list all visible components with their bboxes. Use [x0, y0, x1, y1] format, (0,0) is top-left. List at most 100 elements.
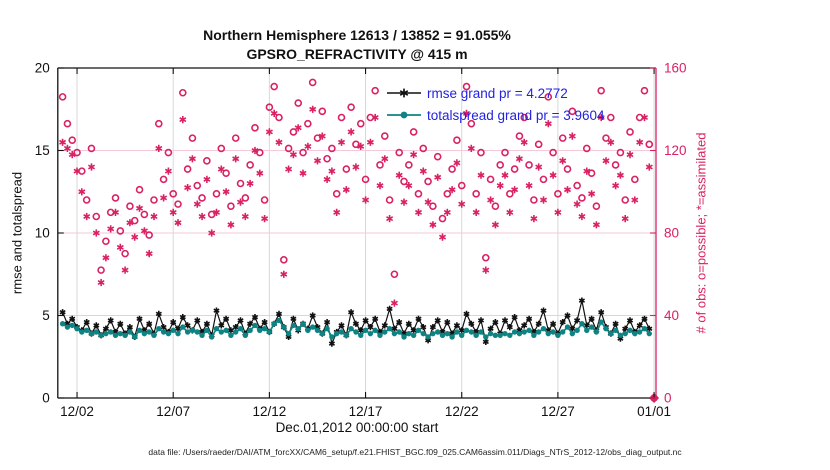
totalspread-marker: [88, 330, 95, 337]
totalspread-marker: [497, 332, 503, 338]
possible-marker: [477, 148, 485, 157]
assimilated-marker: [342, 186, 350, 194]
assimilated-marker: [97, 278, 105, 287]
rmse-marker: [372, 315, 379, 322]
rmse-marker: [170, 319, 177, 326]
assimilated-marker: [227, 221, 235, 229]
assimilated-marker: [515, 155, 523, 163]
assimilated-marker: [285, 165, 293, 173]
assimilated-marker: [626, 151, 634, 159]
assimilated-marker: [251, 146, 259, 155]
totalspread-marker: [261, 326, 268, 332]
possible-marker: [443, 190, 452, 198]
possible-marker: [409, 128, 418, 136]
possible-marker: [606, 113, 615, 122]
assimilated-marker: [126, 219, 134, 227]
possible-marker: [140, 210, 149, 219]
totalspread-marker: [165, 330, 172, 337]
rmse-marker: [396, 319, 403, 326]
totalspread-marker: [550, 329, 556, 335]
totalspread-marker: [641, 326, 648, 332]
assimilated-marker: [496, 182, 504, 190]
right-tick-label: 80: [664, 226, 679, 241]
rmse-marker: [83, 319, 90, 326]
assimilated-marker: [174, 219, 182, 227]
rmse-line-marker-icon: [387, 88, 421, 98]
rmse-marker: [583, 322, 590, 329]
assimilated-marker: [554, 208, 562, 216]
assimilated-marker: [289, 151, 297, 159]
possible-marker: [563, 165, 572, 173]
possible-marker: [337, 113, 346, 122]
possible-marker: [304, 119, 312, 128]
rmse-marker: [569, 325, 576, 332]
possible-marker: [366, 113, 375, 122]
plot-title-line1: Northern Hemisphere 12613 / 13852 = 91.0…: [203, 27, 511, 43]
rmse-marker: [146, 320, 153, 327]
assimilated-marker: [232, 155, 240, 163]
totalspread-marker: [516, 330, 523, 337]
left-tick-label: 5: [42, 308, 50, 323]
assimilated-marker: [179, 115, 187, 124]
rmse-marker: [194, 317, 201, 324]
possible-marker: [424, 177, 432, 186]
totalspread-marker: [79, 329, 85, 335]
possible-marker: [97, 266, 105, 274]
rmse-marker: [203, 320, 210, 327]
totalspread-marker: [257, 327, 263, 334]
assimilated-marker: [424, 198, 432, 206]
totalspread-marker: [535, 329, 542, 335]
totalspread-marker: [295, 326, 301, 332]
totalspread-marker: [228, 332, 234, 338]
right-tick-label: 40: [664, 308, 679, 323]
assimilated-marker: [501, 171, 509, 179]
assimilated-marker: [328, 167, 336, 175]
totalspread-marker: [646, 330, 652, 337]
rmse-marker: [136, 315, 143, 322]
possible-marker: [616, 148, 625, 157]
totalspread-marker: [367, 330, 374, 337]
possible-marker: [102, 237, 110, 246]
assimilated-marker: [241, 212, 249, 221]
assimilated-marker: [419, 167, 427, 175]
possible-marker: [130, 216, 139, 225]
rmse-marker: [415, 315, 422, 322]
possible-marker: [578, 194, 586, 202]
possible-marker: [395, 148, 404, 157]
possible-marker: [164, 148, 173, 157]
rmse-marker: [458, 327, 465, 334]
rmse-marker: [218, 322, 225, 329]
assimilated-marker: [193, 200, 201, 208]
totalspread-marker: [473, 332, 479, 338]
assimilated-marker: [520, 138, 528, 146]
possible-marker: [640, 86, 649, 95]
assimilated-marker: [395, 171, 403, 179]
possible-marker: [236, 179, 245, 188]
assimilated-marker: [410, 151, 418, 159]
possible-marker: [558, 134, 567, 142]
rmse-marker: [492, 319, 499, 326]
totalspread-marker: [290, 322, 297, 329]
x-tick-label: 12/07: [156, 404, 190, 419]
rmse-marker: [324, 319, 331, 326]
assimilated-marker: [160, 194, 168, 202]
assimilated-marker: [539, 196, 548, 204]
assimilated-marker: [111, 208, 120, 216]
possible-marker: [150, 196, 158, 204]
totalspread-marker: [247, 327, 253, 334]
rmse-marker: [453, 322, 460, 329]
assimilated-marker: [362, 196, 370, 204]
assimilated-marker: [631, 196, 639, 204]
rmse-marker: [107, 317, 114, 324]
legend: rmse grand pr = 4.2772 totalspread grand…: [386, 82, 605, 126]
possible-marker: [597, 86, 605, 95]
possible-marker: [352, 140, 360, 149]
rmse-marker: [641, 315, 648, 322]
rmse-marker: [126, 324, 133, 331]
possible-marker: [217, 144, 226, 153]
possible-marker: [433, 152, 442, 161]
totalspread-marker: [353, 329, 359, 335]
assimilated-marker: [83, 212, 91, 221]
totalspread-marker: [300, 321, 306, 327]
